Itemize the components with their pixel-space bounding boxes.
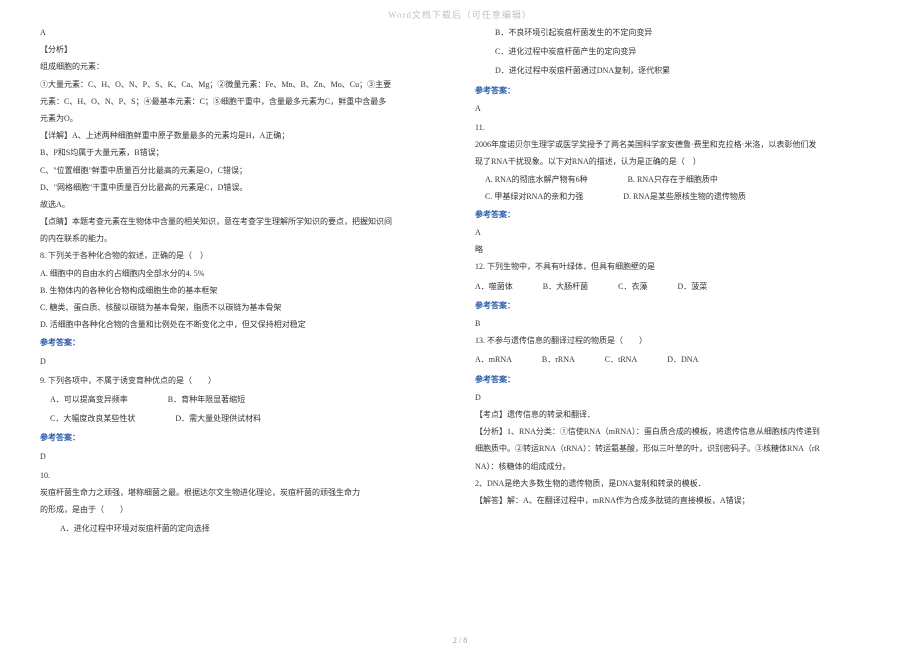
option-a: A．mRNA	[475, 352, 512, 367]
text-line: D、"网格细胞"干重中质量百分比最高的元素是C，D错误。	[40, 180, 445, 195]
right-column: B．不良环境引起炭疽杆菌发生的不定向变异 C．进化过程中炭疽杆菌产生的定向变异 …	[475, 25, 880, 538]
left-column: A 【分析】 组成细胞的元素： ①大量元素：C、H、O、N、P、S、K、Ca、M…	[40, 25, 445, 538]
answer-label: 参考答案：	[40, 335, 445, 350]
option-b: B．不良环境引起炭疽杆菌发生的不定向变异	[475, 25, 880, 40]
option-d: D. 活细胞中各种化合物的含量和比例处在不断变化之中，但又保持相对稳定	[40, 317, 445, 332]
answer-value: B	[475, 316, 880, 331]
answer-value: A	[475, 101, 880, 116]
answer-label: 参考答案：	[475, 207, 880, 222]
question-12: 12. 下列生物中，不具有叶绿体，但具有细胞壁的是	[475, 259, 880, 274]
option-b: B．育种年限显著缩短	[168, 392, 245, 407]
answer-value: D	[475, 390, 880, 405]
option-c: C. 甲基绿对RNA的亲和力强	[485, 189, 583, 204]
answer-label: 参考答案：	[475, 298, 880, 313]
text-line: 元素为O。	[40, 111, 445, 126]
answer-label: 参考答案：	[475, 83, 880, 98]
option-a: A．可以提高变异频率	[50, 392, 128, 407]
text-line: 细胞质中。②转运RNA（tRNA）：转运氨基酸，形似三叶草的叶，识别密码子。③核…	[475, 441, 880, 456]
option-c: C．进化过程中炭疽杆菌产生的定向变异	[475, 44, 880, 59]
text-line: 【分析】1、RNA分类：①信使RNA（mRNA）：蛋白质合成的模板，将遗传信息从…	[475, 424, 880, 439]
option-d: D．菠菜	[677, 279, 707, 294]
option-d: D．需大量处理供试材料	[175, 411, 261, 426]
text-line: 的形成，是由于（ ）	[40, 502, 445, 517]
option-row: A．噬菌体 B．大肠杆菌 C．衣藻 D．菠菜	[475, 279, 880, 294]
analysis-label: 【分析】	[40, 42, 445, 57]
text-line: 2、DNA是绝大多数生物的遗传物质，是DNA复制和转录的模板．	[475, 476, 880, 491]
option-a: A．噬菌体	[475, 279, 513, 294]
text-line: 【详解】A、上述两种细胞鲜重中原子数量最多的元素均是H，A正确；	[40, 128, 445, 143]
text-line: 【考点】遗传信息的转录和翻译．	[475, 407, 880, 422]
option-c: C．tRNA	[605, 352, 637, 367]
text-line: 2006年度诺贝尔生理学或医学奖授予了两名美国科学家安德鲁·费里和克拉格·米洛，…	[475, 137, 880, 152]
text-line: 略	[475, 242, 880, 257]
option-row: C. 甲基绿对RNA的亲和力强 D. RNA是某些原核生物的遗传物质	[475, 189, 880, 204]
answer-label: 参考答案：	[475, 372, 880, 387]
answer-value: D	[40, 354, 445, 369]
option-c: C．衣藻	[618, 279, 647, 294]
option-row: A．mRNA B．rRNA C．tRNA D．DNA	[475, 352, 880, 367]
question-10: 10.	[40, 468, 445, 483]
answer-label: 参考答案：	[40, 430, 445, 445]
text-line: 现了RNA干扰现象。以下对RNA的描述，认为是正确的是（ ）	[475, 154, 880, 169]
question-9: 9. 下列各项中，不属于诱变育种优点的是（ ）	[40, 373, 445, 388]
page-header: Word文档下载后（可任意编辑）	[0, 0, 920, 25]
option-b: B. RNA只存在于细胞质中	[628, 172, 718, 187]
text-line: A	[40, 25, 445, 40]
option-row: A．可以提高变异频率 B．育种年限显著缩短	[40, 392, 445, 407]
text-line: 炭疽杆菌生命力之顽强，堪称细菌之最。根据达尔文生物进化理论，炭疽杆菌的顽强生命力	[40, 485, 445, 500]
option-a: A. RNA的彻底水解产物有6种	[485, 172, 588, 187]
text-line: 【解答】解：A、在翻译过程中，mRNA作为合成多肽链的直接模板，A错误；	[475, 493, 880, 508]
option-d: D．DNA	[667, 352, 698, 367]
text-line: NA）：核糖体的组成成分。	[475, 459, 880, 474]
text-line: B、P和S均属于大量元素，B错误；	[40, 145, 445, 160]
option-b: B．rRNA	[542, 352, 575, 367]
option-row: C．大幅度改良某些性状 D．需大量处理供试材料	[40, 411, 445, 426]
text-line: C、"位置细胞"鲜重中质量百分比最高的元素是O，C错误；	[40, 163, 445, 178]
text-line: 组成细胞的元素：	[40, 59, 445, 74]
option-row: A. RNA的彻底水解产物有6种 B. RNA只存在于细胞质中	[475, 172, 880, 187]
option-c: C．大幅度改良某些性状	[50, 411, 135, 426]
answer-value: D	[40, 449, 445, 464]
text-line: 故选A。	[40, 197, 445, 212]
option-d: D．进化过程中炭疽杆菌通过DNA复制，逐代积累	[475, 63, 880, 78]
option-a: A. 细胞中的自由水约占细胞内全部水分的4. 5%	[40, 266, 445, 281]
two-column-layout: A 【分析】 组成细胞的元素： ①大量元素：C、H、O、N、P、S、K、Ca、M…	[0, 25, 920, 538]
question-8: 8. 下列关于各种化合物的叙述，正确的是（ ）	[40, 248, 445, 263]
option-c: C. 糖类、蛋白质、核酸以碳链为基本骨架，脂质不以碳链为基本骨架	[40, 300, 445, 315]
option-b: B．大肠杆菌	[543, 279, 588, 294]
question-11: 11.	[475, 120, 880, 135]
answer-value: A	[475, 225, 880, 240]
text-line: 【点睛】本题考查元素在生物体中含量的相关知识，意在考查学生理解所学知识的要点，把…	[40, 214, 445, 229]
page-footer: 2 / 8	[0, 636, 920, 645]
option-b: B. 生物体内的各种化合物构成细胞生命的基本框架	[40, 283, 445, 298]
text-line: 元素：C、H、O、N、P、S；④最基本元素：C；⑤细胞干重中，含量最多元素为C，…	[40, 94, 445, 109]
option-a: A．进化过程中环境对炭疽杆菌的定向选择	[40, 521, 445, 536]
option-d: D. RNA是某些原核生物的遗传物质	[623, 189, 746, 204]
text-line: 的内在联系的能力。	[40, 231, 445, 246]
question-13: 13. 不参与遗传信息的翻译过程的物质是（ ）	[475, 333, 880, 348]
text-line: ①大量元素：C、H、O、N、P、S、K、Ca、Mg；②微量元素：Fe、Mn、B、…	[40, 77, 445, 92]
